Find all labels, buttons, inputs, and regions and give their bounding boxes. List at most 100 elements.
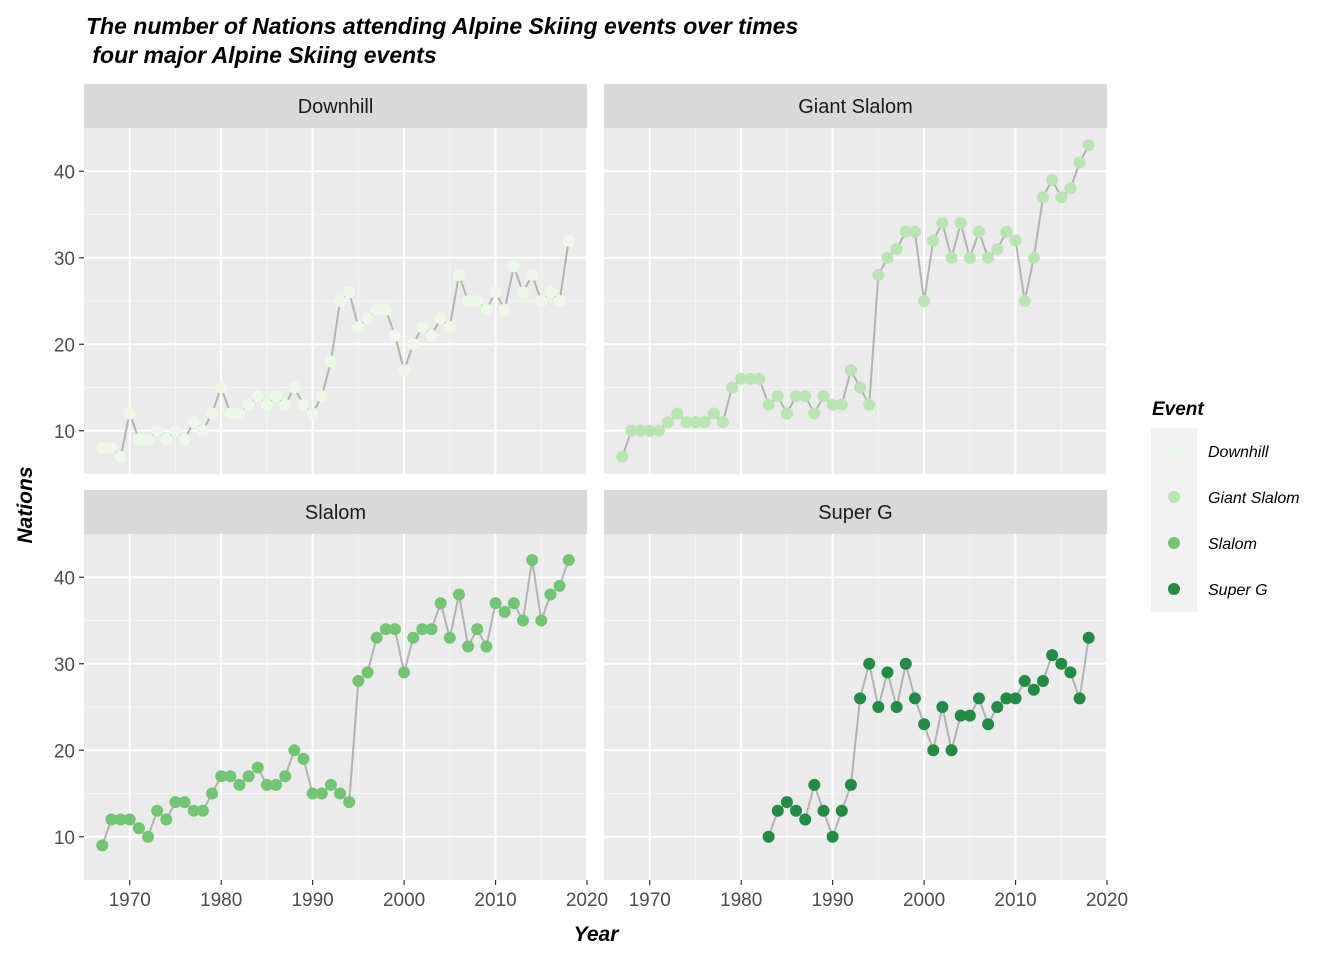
data-point xyxy=(1073,692,1086,705)
data-point xyxy=(908,225,921,238)
x-tick-label: 1990 xyxy=(811,890,853,911)
data-point xyxy=(434,312,447,325)
data-point xyxy=(634,424,647,437)
data-point xyxy=(881,251,894,264)
data-point xyxy=(780,796,793,809)
data-point xyxy=(242,770,255,783)
x-axis-title: Year xyxy=(574,923,621,946)
data-point xyxy=(196,804,209,817)
data-point xyxy=(982,718,995,731)
data-point xyxy=(206,407,219,420)
data-point xyxy=(1027,251,1040,264)
facet-panel-giant-slalom: Giant Slalom xyxy=(604,84,1108,474)
data-point xyxy=(132,822,145,835)
data-point xyxy=(352,675,365,688)
legend-label: Giant Slalom xyxy=(1208,490,1300,507)
x-tick-label: 2000 xyxy=(383,890,425,911)
data-point xyxy=(972,692,985,705)
data-point xyxy=(771,804,784,817)
data-point xyxy=(288,381,301,394)
data-point xyxy=(233,407,246,420)
data-point xyxy=(872,269,885,282)
data-point xyxy=(471,623,484,636)
data-point xyxy=(343,796,356,809)
data-point xyxy=(762,398,775,411)
legend-key xyxy=(1168,583,1180,595)
data-point xyxy=(707,407,720,420)
legend-key xyxy=(1168,491,1180,503)
data-point xyxy=(1009,234,1022,247)
data-point xyxy=(1073,156,1086,169)
chart-subtitle: four major Alpine Skiing events xyxy=(86,42,437,68)
data-point xyxy=(260,778,273,791)
data-point xyxy=(1064,666,1077,679)
data-point xyxy=(817,390,830,403)
data-point xyxy=(334,295,347,307)
data-point xyxy=(187,804,200,817)
data-point xyxy=(388,329,401,342)
data-point xyxy=(471,295,484,307)
x-tick-label: 1980 xyxy=(200,890,242,911)
data-point xyxy=(498,605,511,618)
legend: Event Downhill Giant Slalom Slalom Super G xyxy=(1151,399,1300,612)
data-point xyxy=(251,390,264,403)
data-point xyxy=(762,830,775,843)
facet-panel-super-g: Super G xyxy=(604,490,1108,880)
data-point xyxy=(279,770,292,783)
data-point xyxy=(169,796,182,809)
data-point xyxy=(662,416,675,429)
data-point xyxy=(1036,191,1049,204)
y-tick-label: 30 xyxy=(54,655,75,676)
data-point xyxy=(881,666,894,679)
data-point xyxy=(151,804,164,817)
data-point xyxy=(671,407,684,420)
data-point xyxy=(735,372,748,385)
data-point xyxy=(352,320,365,333)
data-point xyxy=(1055,657,1068,670)
data-point xyxy=(1036,675,1049,688)
x-tick-label: 1990 xyxy=(291,890,333,911)
data-point xyxy=(817,804,830,817)
data-point xyxy=(507,597,520,610)
data-point xyxy=(178,433,191,446)
series-line xyxy=(102,240,570,459)
data-point xyxy=(982,251,995,264)
data-point xyxy=(361,666,374,679)
data-point xyxy=(991,701,1004,713)
data-point xyxy=(425,623,438,636)
x-tick-label: 2020 xyxy=(1086,890,1128,911)
data-point xyxy=(443,631,456,644)
legend-key xyxy=(1168,537,1180,549)
legend-key xyxy=(1168,445,1180,457)
legend-label: Super G xyxy=(1208,582,1268,599)
data-point xyxy=(507,260,520,273)
data-point xyxy=(315,787,328,800)
data-point xyxy=(425,329,438,342)
data-point xyxy=(224,770,237,783)
data-point xyxy=(452,269,465,282)
data-point xyxy=(790,804,803,817)
data-point xyxy=(379,303,392,316)
data-point xyxy=(562,234,575,247)
data-point xyxy=(242,398,255,411)
facet-panels: Downhill Giant Slalom Slalom Super G xyxy=(84,84,1108,880)
data-point xyxy=(808,407,821,420)
data-point xyxy=(908,692,921,705)
facet-strip xyxy=(84,84,587,128)
data-point xyxy=(936,217,949,230)
data-point xyxy=(151,424,164,437)
data-point xyxy=(927,744,940,757)
y-tick-label: 20 xyxy=(54,741,75,762)
data-point xyxy=(233,778,246,791)
data-point xyxy=(954,709,967,722)
data-point xyxy=(562,553,575,566)
facet-strip xyxy=(84,490,587,534)
data-point xyxy=(872,701,885,713)
data-point xyxy=(616,450,629,463)
data-point xyxy=(398,666,411,679)
data-point xyxy=(716,416,729,429)
data-point xyxy=(726,381,739,394)
data-point xyxy=(790,390,803,403)
data-point xyxy=(416,623,429,636)
x-tick-label: 2000 xyxy=(903,890,945,911)
